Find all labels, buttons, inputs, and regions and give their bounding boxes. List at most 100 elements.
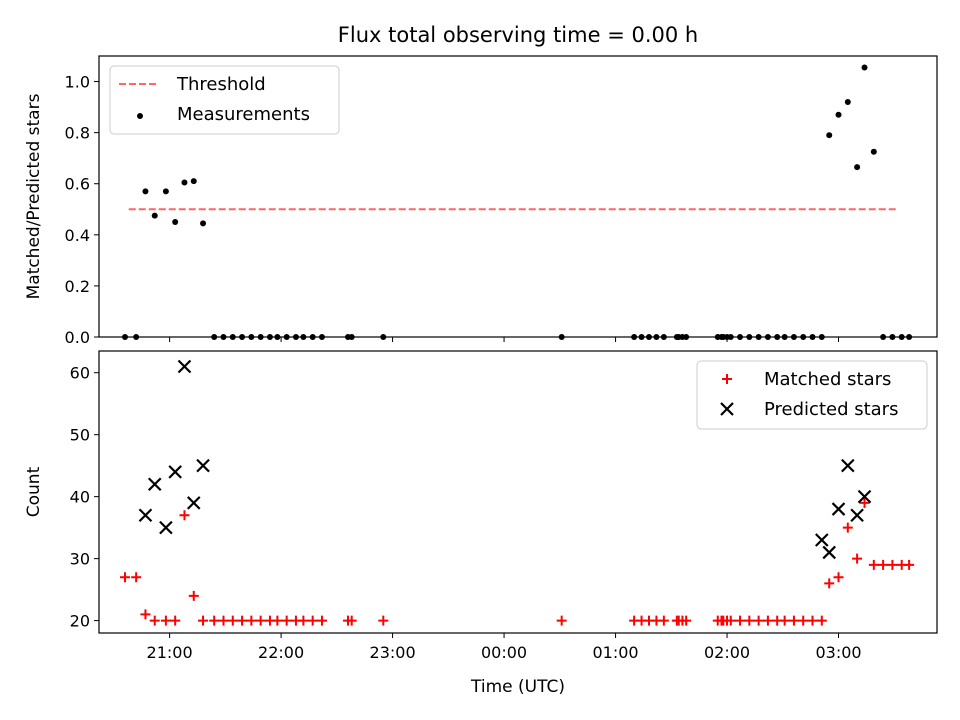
bottom-predicted-stars-point: [159, 520, 173, 535]
bottom-matched-stars-point: [725, 615, 736, 626]
bottom-matched-stars-point: [878, 559, 889, 570]
top-measurements-point: [861, 64, 868, 71]
bottom-predicted-stars-point: [815, 533, 829, 547]
bottom-xtick-label: 23:00: [370, 643, 416, 662]
top-measurements-point: [844, 98, 851, 105]
bottom-panel: 20 30 40 50 60 21:00 22:00 23:00 00:00 01:00 02:00…: [24, 350, 938, 697]
top-chart-title: Flux total observing time = 0.00 h: [338, 23, 698, 47]
bottom-matched-stars-point: [842, 522, 853, 533]
top-panel: 0.0 0.2 0.4 0.6 0.8 1.0 Matched/Predicted star…: [24, 55, 938, 347]
bottom-matched-stars-point: [904, 559, 915, 570]
bottom-matched-stars-point: [824, 578, 835, 589]
bottom-xtick-label: 02:00: [704, 643, 750, 662]
bottom-matched-stars-point: [887, 559, 898, 570]
top-ytick-label: 1.0: [65, 73, 90, 92]
bottom-predicted-stars-point: [177, 359, 192, 374]
top-measurements-point: [151, 212, 158, 219]
bottom-matched-stars-point: [868, 559, 879, 570]
bottom-predicted-stars-point: [841, 458, 855, 473]
bottom-matched-stars-point: [149, 615, 160, 626]
bottom-matched-stars-point: [218, 615, 229, 626]
bottom-matched-stars-point: [170, 615, 181, 626]
top-y-axis-label: Matched/Predicted stars: [24, 93, 44, 299]
top-measurements-point: [142, 188, 149, 195]
bottom-legend-predicted-stars-label: Predicted stars: [764, 399, 898, 420]
bottom-ytick-label: 30: [70, 550, 90, 569]
top-measurements-point: [854, 164, 861, 171]
bottom-matched-stars-point: [237, 615, 248, 626]
bottom-matched-stars-point: [779, 615, 790, 626]
bottom-x-axis-label: Time (UTC): [470, 677, 565, 697]
bottom-predicted-stars-point: [850, 508, 864, 523]
top-measurements-point: [200, 220, 207, 227]
bottom-legend-matched-stars-handle: [722, 374, 732, 384]
top-ytick-label: 0.2: [65, 277, 90, 296]
bottom-matched-stars-point: [307, 615, 318, 626]
top-measurements-point: [162, 188, 169, 195]
bottom-matched-stars-point: [816, 615, 827, 626]
bottom-xtick-label: 21:00: [147, 643, 193, 662]
bottom-matched-stars-point: [681, 615, 692, 626]
bottom-matched-stars-point: [744, 615, 755, 626]
bottom-predicted-stars-point: [822, 545, 837, 560]
bottom-matched-stars-point: [246, 615, 257, 626]
top-legend-measurements-handle: [137, 113, 143, 119]
bottom-ytick-label: 20: [70, 612, 90, 631]
bottom-matched-stars-point: [833, 572, 844, 583]
bottom-predicted-stars-point: [186, 496, 201, 510]
top-legend-threshold-label: Threshold: [176, 74, 266, 95]
bottom-predicted-stars-point: [138, 508, 153, 523]
bottom-predicted-stars-point: [831, 502, 846, 516]
top-ytick-label: 0.0: [65, 328, 90, 347]
bottom-matched-stars-point: [131, 572, 142, 583]
bottom-matched-stars-point: [346, 615, 357, 626]
top-ytick-label: 0.8: [65, 124, 90, 143]
bottom-matched-stars-point: [807, 615, 818, 626]
bottom-matched-stars-point: [762, 615, 773, 626]
bottom-matched-stars-point: [160, 615, 171, 626]
bottom-matched-stars-point: [316, 615, 327, 626]
bottom-matched-stars-point: [120, 572, 131, 583]
bottom-ytick-label: 50: [70, 426, 90, 445]
bottom-legend-box: [696, 360, 928, 430]
bottom-matched-stars-point: [272, 615, 283, 626]
top-measurements-point: [190, 178, 197, 185]
bottom-predicted-stars-point: [168, 465, 182, 479]
bottom-matched-stars-point: [227, 615, 238, 626]
bottom-matched-stars-point: [852, 553, 863, 564]
bottom-predicted-stars-point: [196, 458, 210, 473]
bottom-xtick-label: 03:00: [815, 643, 861, 662]
bottom-matched-stars-point: [798, 615, 809, 626]
top-measurements-point: [181, 179, 188, 186]
bottom-matched-stars-point: [556, 615, 567, 626]
bottom-xtick-label: 01:00: [592, 643, 638, 662]
bottom-xtick-label: 22:00: [258, 643, 304, 662]
bottom-ytick-label: 40: [70, 488, 90, 507]
bottom-matched-stars-point: [198, 615, 209, 626]
bottom-predicted-stars-point: [147, 477, 162, 492]
top-ytick-label: 0.6: [65, 175, 90, 194]
bottom-matched-stars-point: [298, 615, 309, 626]
bottom-legend-matched-stars-label: Matched stars: [764, 369, 891, 390]
top-measurements-point: [870, 148, 877, 155]
top-measurements-point: [835, 111, 842, 118]
top-measurements-point: [172, 219, 179, 226]
bottom-matched-stars-point: [188, 590, 199, 601]
bottom-predicted-stars-point: [857, 489, 872, 504]
bottom-matched-stars-point: [378, 615, 389, 626]
top-legend-box: [109, 65, 340, 135]
bottom-ytick-label: 60: [70, 364, 90, 383]
top-plot-frame: [98, 55, 938, 338]
bottom-matched-stars-point: [209, 615, 220, 626]
bottom-xtick-label: 00:00: [481, 643, 527, 662]
bottom-matched-stars-point: [140, 609, 151, 620]
bottom-matched-stars-point: [735, 615, 746, 626]
bottom-matched-stars-point: [281, 615, 292, 626]
bottom-matched-stars-point: [753, 615, 764, 626]
bottom-matched-stars-point: [658, 615, 669, 626]
bottom-legend-predicted-stars-handle: [720, 402, 734, 416]
bottom-matched-stars-point: [179, 510, 190, 521]
bottom-matched-stars-point: [255, 615, 266, 626]
top-measurements-point: [826, 132, 833, 139]
